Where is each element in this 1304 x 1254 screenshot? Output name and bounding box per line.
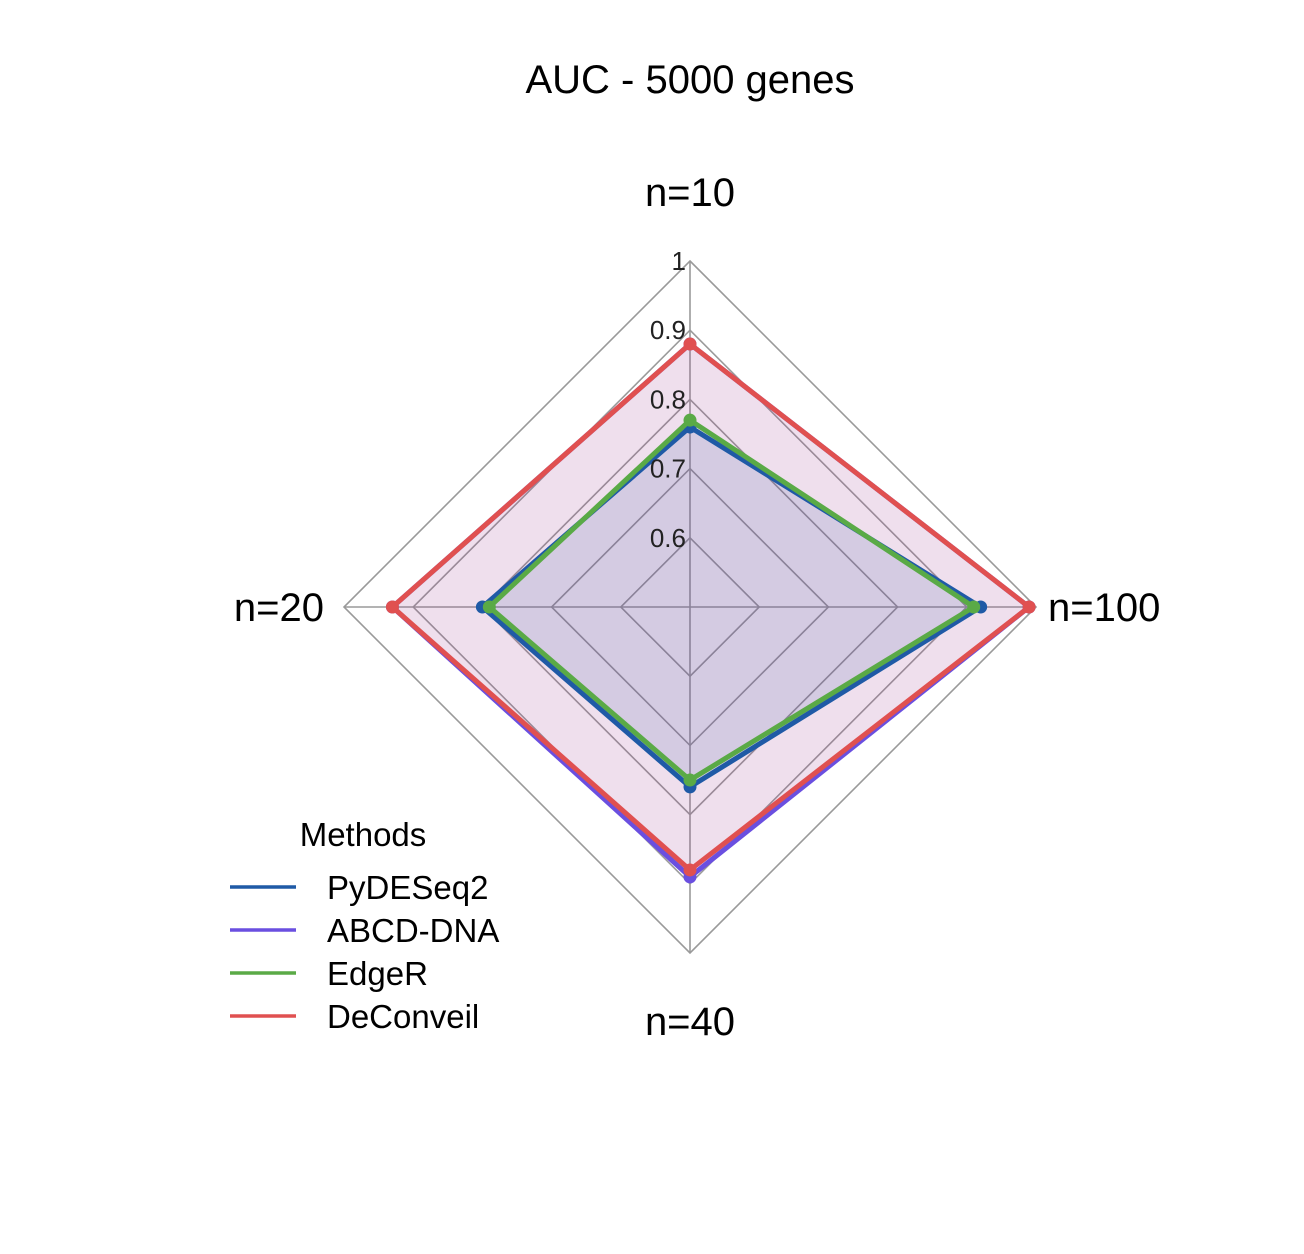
axis-label-n-40: n=40 <box>645 1000 735 1044</box>
data-point-edger-2 <box>967 601 980 614</box>
data-point-deconveil-3 <box>684 863 697 876</box>
legend-title: Methods <box>300 816 427 853</box>
data-point-edger-4 <box>483 601 496 614</box>
tick-label: 0.6 <box>650 523 686 553</box>
legend-item-deconveil: DeConveil <box>230 998 479 1035</box>
legend-item-abcd-dna: ABCD-DNA <box>230 912 499 949</box>
tick-label: 0.7 <box>650 454 686 484</box>
data-point-deconveil-4 <box>386 601 399 614</box>
legend-item-pydeseq2: PyDESeq2 <box>230 869 488 906</box>
legend-label-deconveil: DeConveil <box>327 998 479 1035</box>
legend-label-abcd-dna: ABCD-DNA <box>327 912 499 949</box>
tick-label: 1 <box>672 246 686 276</box>
legend-item-edger: EdgeR <box>230 955 428 992</box>
tick-label: 0.9 <box>650 315 686 345</box>
axis-label-n-20: n=20 <box>234 586 324 630</box>
data-point-edger-1 <box>684 414 697 427</box>
chart-legend: Methods PyDESeq2 ABCD-DNA EdgeR DeConveil <box>230 816 499 1035</box>
data-point-edger-3 <box>684 774 697 787</box>
chart-title: AUC - 5000 genes <box>525 58 854 102</box>
axis-label-n-100: n=100 <box>1048 586 1160 630</box>
data-point-deconveil-2 <box>1023 601 1036 614</box>
axis-label-n-10: n=10 <box>645 171 735 215</box>
legend-label-edger: EdgeR <box>327 955 428 992</box>
tick-label: 0.8 <box>650 384 686 414</box>
legend-label-pydeseq2: PyDESeq2 <box>327 869 488 906</box>
